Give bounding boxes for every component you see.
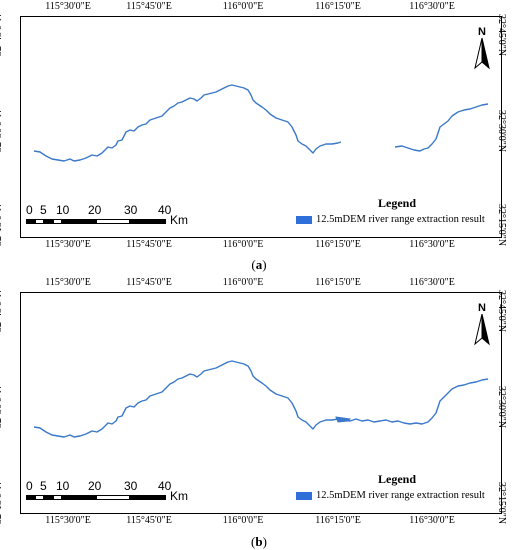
- scale-unit: Km: [170, 489, 188, 503]
- lon-tick-top: 116°0'0"E: [222, 277, 264, 288]
- legend-swatch: [296, 215, 312, 224]
- scale-tick-label: 20: [88, 203, 102, 217]
- lon-tick-top: 115°45'0"E: [126, 1, 172, 12]
- lon-tick-top: 115°30'0"E: [45, 277, 91, 288]
- scale-segment: [44, 495, 53, 500]
- scale-tick-label: 5: [40, 479, 47, 493]
- panel-caption: (a): [251, 257, 267, 272]
- scale-tick-label: 10: [56, 479, 70, 493]
- lon-tick-bottom: 115°45'0"E: [126, 515, 172, 526]
- lon-tick-bottom: 116°0'0"E: [222, 515, 264, 526]
- scale-segment: [62, 495, 96, 500]
- panel-caption: (b): [251, 534, 267, 549]
- map-frame: [20, 16, 502, 238]
- lon-tick-bottom: 116°0'0"E: [222, 239, 264, 250]
- map-frame: [20, 292, 502, 514]
- legend-item: 12.5mDEM river range extraction result: [296, 490, 485, 501]
- scale-tick-label: 30: [124, 203, 138, 217]
- lon-tick-top: 116°15'0"E: [315, 277, 361, 288]
- north-arrow-icon: [474, 314, 490, 346]
- river-channel: [394, 103, 489, 152]
- north-arrow-icon: [474, 38, 490, 70]
- map-panel-b: 115°30'0"E 115°45'0"E 116°0'0"E 116°15'0…: [0, 276, 518, 550]
- river-channel: [33, 84, 342, 162]
- scale-tick-label: 30: [124, 479, 138, 493]
- lon-tick-bottom: 115°45'0"E: [126, 239, 172, 250]
- lon-tick-bottom: 116°15'0"E: [315, 239, 361, 250]
- scale-segment: [96, 495, 130, 500]
- lon-tick-top: 115°30'0"E: [45, 1, 91, 12]
- river-map-a: [33, 84, 489, 162]
- legend-title: Legend: [378, 196, 417, 210]
- scale-tick-label: 5: [40, 203, 47, 217]
- legend-item-label: 12.5mDEM river range extraction result: [316, 214, 485, 225]
- scale-bar: 0 5 10 20 30 40 Km: [26, 480, 196, 504]
- scale-segment: [35, 495, 44, 500]
- scale-unit: Km: [170, 213, 188, 227]
- lon-tick-bottom: 116°30'0"E: [409, 515, 455, 526]
- legend-item: 12.5mDEM river range extraction result: [296, 214, 485, 225]
- map-panel-a: 115°30'0"E 115°45'0"E 116°0'0"E 116°15'0…: [0, 0, 518, 273]
- lon-tick-bottom: 115°30'0"E: [45, 515, 91, 526]
- lon-tick-top: 116°0'0"E: [222, 1, 264, 12]
- lon-tick-top: 116°15'0"E: [315, 1, 361, 12]
- scale-tick-label: 40: [158, 479, 172, 493]
- north-label: N: [478, 26, 486, 38]
- scale-segment: [96, 219, 130, 224]
- scale-segment: [35, 219, 44, 224]
- lon-tick-top: 116°30'0"E: [409, 1, 455, 12]
- river-channel: [33, 360, 489, 438]
- scale-tick-label: 0: [26, 479, 33, 493]
- lon-tick-top: 115°45'0"E: [126, 277, 172, 288]
- legend-title: Legend: [378, 472, 417, 486]
- north-label: N: [478, 302, 486, 314]
- scale-bar: 0 5 10 20 30 40 Km: [26, 204, 196, 228]
- lon-tick-bottom: 115°30'0"E: [45, 239, 91, 250]
- legend-item-label: 12.5mDEM river range extraction result: [316, 490, 485, 501]
- scale-segment: [130, 495, 166, 500]
- scale-segment: [53, 495, 62, 500]
- scale-tick-label: 10: [56, 203, 70, 217]
- lon-tick-top: 116°30'0"E: [409, 277, 455, 288]
- north-arrow: N: [472, 302, 492, 348]
- scale-tick-label: 0: [26, 203, 33, 217]
- scale-segment: [53, 219, 62, 224]
- lon-tick-bottom: 116°30'0"E: [409, 239, 455, 250]
- scale-segment: [44, 219, 53, 224]
- scale-tick-label: 40: [158, 203, 172, 217]
- lon-tick-bottom: 116°15'0"E: [315, 515, 361, 526]
- scale-segment: [62, 219, 96, 224]
- river-widening: [335, 416, 352, 423]
- legend-swatch: [296, 491, 312, 500]
- scale-segment: [26, 495, 35, 500]
- scale-segment: [130, 219, 166, 224]
- scale-tick-label: 20: [88, 479, 102, 493]
- scale-segment: [26, 219, 35, 224]
- north-arrow: N: [472, 26, 492, 72]
- river-map-b: [33, 360, 489, 438]
